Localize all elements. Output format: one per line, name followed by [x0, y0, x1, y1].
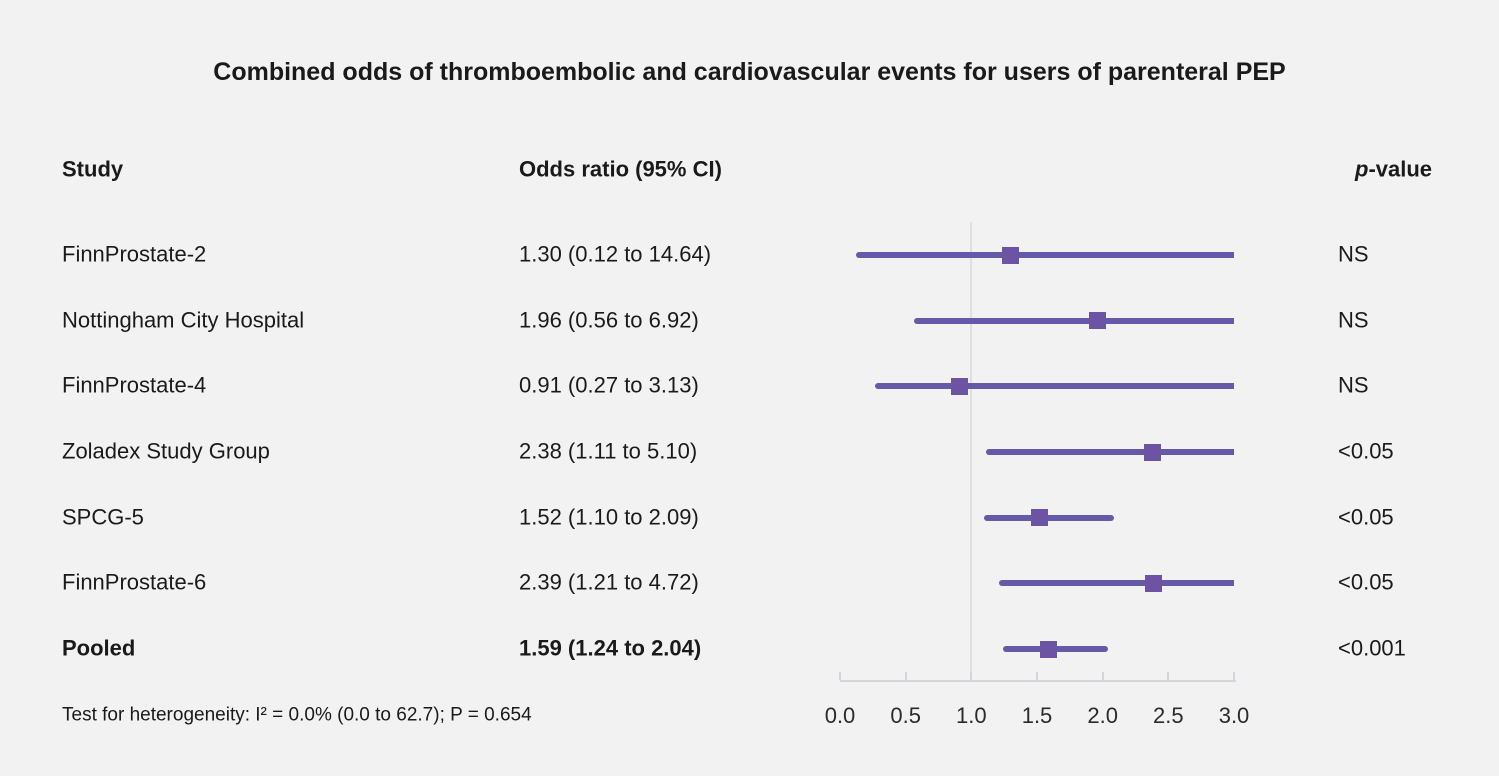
p-value: NS — [1338, 241, 1369, 267]
x-axis-line — [840, 680, 1236, 682]
odds-ratio-ci: 1.59 (1.24 to 2.04) — [519, 635, 702, 661]
confidence-interval-line — [913, 317, 1234, 324]
point-estimate-marker — [1145, 574, 1163, 592]
x-axis-tick-label: 1.0 — [956, 703, 987, 728]
x-axis-tick-label: 3.0 — [1218, 703, 1250, 728]
x-axis-tick-label: 2.0 — [1087, 703, 1118, 728]
confidence-interval-line — [985, 449, 1234, 455]
p-value: <0.001 — [1338, 635, 1406, 661]
confidence-interval-line — [998, 580, 1234, 587]
p-value: NS — [1338, 307, 1369, 333]
confidence-interval-line — [875, 383, 1234, 390]
reference-line — [970, 222, 973, 680]
p-value-header-italic-p: p — [1355, 156, 1369, 182]
point-estimate-marker — [1088, 312, 1106, 330]
column-header-study: Study — [62, 156, 124, 182]
study-name: SPCG-5 — [62, 504, 144, 530]
p-value-header-rest: -value — [1368, 156, 1433, 182]
x-axis-tick — [1167, 672, 1170, 680]
point-estimate-marker — [1144, 443, 1162, 461]
study-name: Zoladex Study Group — [62, 438, 270, 464]
confidence-interval-line — [855, 252, 1234, 258]
point-estimate-marker — [951, 377, 968, 395]
x-axis-tick — [904, 672, 907, 680]
odds-ratio-ci: 0.91 (0.27 to 3.13) — [519, 372, 699, 398]
study-name: Pooled — [62, 635, 136, 661]
x-axis-tick-label: 2.5 — [1153, 703, 1184, 728]
x-axis-tick — [1101, 672, 1104, 680]
odds-ratio-ci: 1.30 (0.12 to 14.64) — [519, 241, 712, 267]
p-value: <0.05 — [1338, 504, 1394, 530]
x-axis-tick — [1036, 672, 1038, 680]
column-header-odds-ratio: Odds ratio (95% CI) — [519, 156, 722, 182]
odds-ratio-ci: 1.52 (1.10 to 2.09) — [519, 504, 699, 530]
odds-ratio-ci: 2.39 (1.21 to 4.72) — [519, 569, 699, 595]
study-name: Nottingham City Hospital — [62, 307, 305, 333]
study-name: FinnProstate-2 — [62, 241, 207, 267]
confidence-interval-line — [984, 514, 1115, 521]
odds-ratio-ci: 2.38 (1.11 to 5.10) — [519, 438, 698, 464]
point-estimate-marker — [1031, 509, 1049, 527]
chart-title: Combined odds of thromboembolic and card… — [213, 58, 1286, 86]
point-estimate-marker — [1040, 640, 1058, 658]
study-name: FinnProstate-4 — [62, 372, 207, 398]
p-value: NS — [1338, 372, 1369, 398]
x-axis-tick-label: 1.5 — [1021, 703, 1053, 728]
study-name: FinnProstate-6 — [62, 569, 207, 595]
x-axis-tick — [970, 672, 973, 680]
x-axis-tick — [1233, 672, 1235, 680]
odds-ratio-ci: 1.96 (0.56 to 6.92) — [519, 307, 699, 333]
p-value: <0.05 — [1338, 438, 1394, 464]
column-header-p-value: p-value — [1355, 156, 1432, 182]
x-axis-tick — [839, 672, 841, 680]
point-estimate-marker — [1002, 246, 1020, 264]
x-axis-tick-label: 0.0 — [824, 703, 856, 728]
x-axis-tick-label: 0.5 — [890, 703, 921, 728]
heterogeneity-note: Test for heterogeneity: I² = 0.0% (0.0 t… — [62, 704, 532, 726]
p-value: <0.05 — [1338, 569, 1394, 595]
